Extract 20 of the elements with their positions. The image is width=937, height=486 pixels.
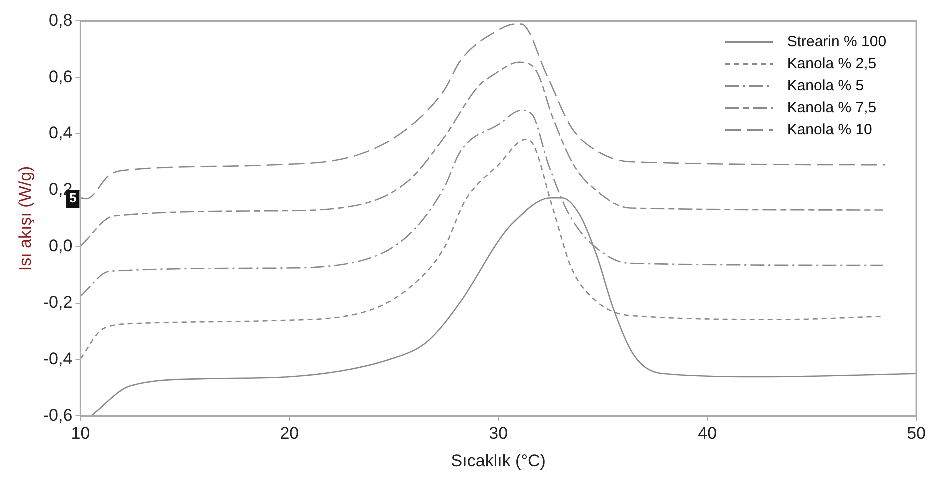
y-tick-label: -0,2 bbox=[43, 293, 73, 312]
y-tick-label: -0,6 bbox=[43, 406, 73, 425]
y-tick-label: 0,6 bbox=[49, 67, 73, 86]
legend-label: Kanola % 5 bbox=[787, 77, 864, 94]
x-tick-label: 50 bbox=[907, 424, 926, 444]
legend-label: Kanola % 2,5 bbox=[787, 55, 877, 72]
legend-label: Kanola % 10 bbox=[787, 121, 872, 138]
y-tick-label: 0,0 bbox=[49, 236, 73, 256]
x-tick-label: 30 bbox=[489, 424, 508, 444]
y-tick-label: 0,8 bbox=[49, 10, 73, 30]
annotation: 5 bbox=[69, 190, 77, 206]
x-axis-title: Sıcaklık (°C) bbox=[451, 451, 546, 470]
legend-label: Strearin % 100 bbox=[787, 33, 887, 50]
y-tick-label: 0,4 bbox=[49, 124, 73, 143]
x-tick-label: 10 bbox=[71, 424, 90, 444]
y-tick-label: -0,4 bbox=[43, 349, 73, 368]
legend-label: Kanola % 7,5 bbox=[787, 99, 877, 116]
y-axis-title: Isı akışı (W/g) bbox=[16, 166, 35, 272]
x-tick-label: 20 bbox=[280, 424, 300, 444]
x-tick-label: 40 bbox=[698, 424, 718, 444]
